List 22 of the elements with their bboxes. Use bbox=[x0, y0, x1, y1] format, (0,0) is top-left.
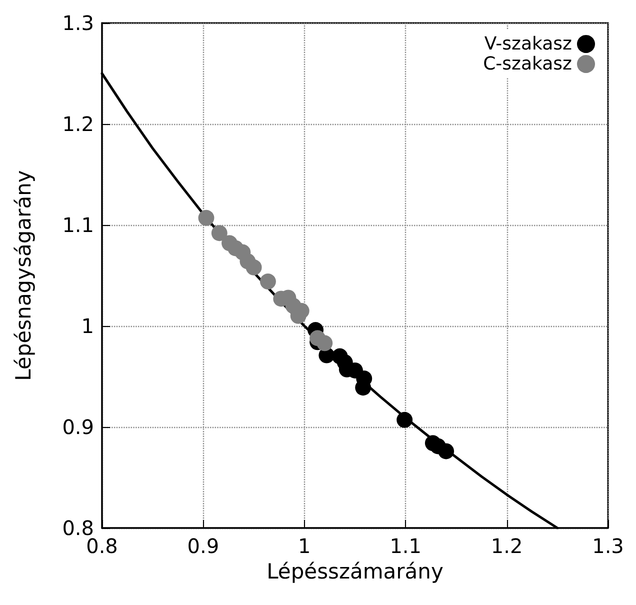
x-tick-label: 1 bbox=[298, 534, 311, 558]
y-tick-label: 1.1 bbox=[62, 213, 94, 237]
y-tick-label: 0.9 bbox=[62, 415, 94, 439]
x-tick-label: 1.2 bbox=[490, 534, 523, 558]
y-axis-title: Lépésnagyságarány bbox=[12, 170, 36, 381]
point bbox=[211, 225, 228, 242]
y-tick-label: 1.2 bbox=[62, 112, 94, 136]
point bbox=[198, 210, 214, 226]
point bbox=[260, 274, 276, 290]
y-tick-label: 1 bbox=[81, 314, 94, 338]
x-tick-label: 0.9 bbox=[187, 534, 220, 558]
point bbox=[316, 335, 333, 352]
point bbox=[438, 443, 454, 460]
point bbox=[396, 412, 413, 428]
x-tick-label: 1.1 bbox=[390, 534, 422, 558]
x-tick-label: 1.3 bbox=[592, 534, 624, 558]
point bbox=[246, 259, 262, 276]
x-tick-label: 0.8 bbox=[86, 534, 118, 558]
x-axis-title: Lépésszámarány bbox=[266, 559, 444, 584]
legend-label: V-szakasz bbox=[484, 34, 572, 54]
legend-label: C-szakasz bbox=[483, 54, 572, 74]
y-tick-label: 1.3 bbox=[62, 11, 94, 35]
